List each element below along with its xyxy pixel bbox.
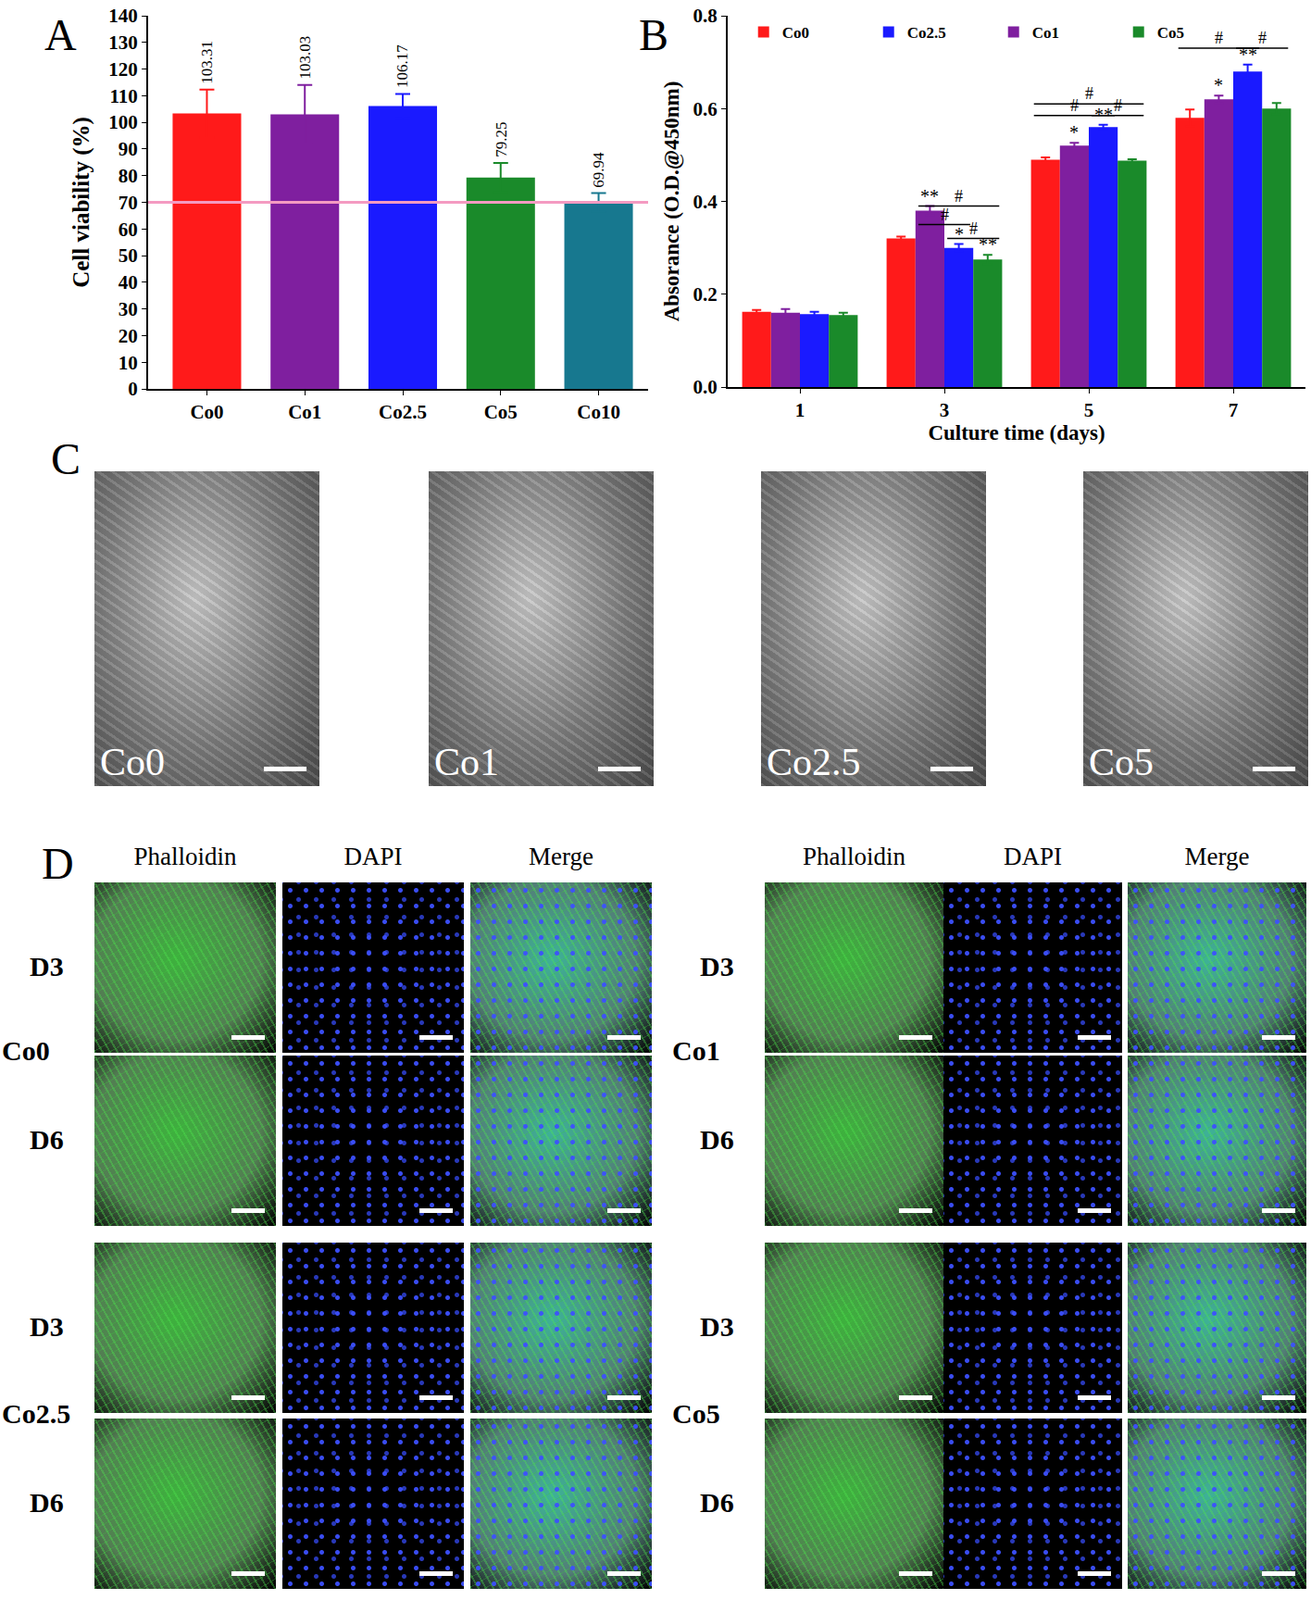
svg-text:100: 100	[108, 111, 138, 134]
html-text:D6: D6	[699, 1486, 734, 1518]
html-text:D6: D6	[29, 1486, 64, 1518]
svg-text:140: 140	[108, 4, 138, 27]
html-text:D3: D3	[699, 950, 734, 982]
svg-text:5: 5	[1084, 399, 1095, 422]
html-text:Co2.5: Co2.5	[766, 740, 861, 784]
html-text:Co5: Co5	[672, 1398, 721, 1429]
svg-text:*: *	[1069, 122, 1079, 143]
svg-text:**: **	[1094, 104, 1113, 125]
svg-text:0.2: 0.2	[693, 283, 718, 306]
svg-text:40: 40	[118, 271, 138, 294]
svg-text:1: 1	[795, 399, 806, 422]
html-text:A: A	[44, 10, 77, 60]
svg-text:106.17: 106.17	[393, 44, 412, 88]
svg-text:#: #	[1113, 96, 1123, 115]
html-text:DAPI: DAPI	[343, 842, 403, 871]
svg-text:#: #	[940, 205, 949, 225]
svg-text:69.94: 69.94	[589, 151, 608, 188]
svg-text:79.25: 79.25	[492, 122, 511, 158]
svg-text:50: 50	[118, 244, 138, 267]
html-text:Merge: Merge	[528, 842, 594, 871]
svg-text:20: 20	[118, 324, 138, 348]
svg-text:Culture time (days): Culture time (days)	[927, 421, 1105, 445]
svg-text:90: 90	[118, 137, 138, 161]
svg-text:0.8: 0.8	[693, 4, 718, 27]
svg-text:Absorance (O.D.@450nm): Absorance (O.D.@450nm)	[660, 81, 685, 323]
svg-text:Co1: Co1	[287, 400, 322, 424]
html-text:D: D	[41, 838, 74, 888]
html-text:Co5: Co5	[1088, 740, 1154, 784]
html-text:Phalloidin: Phalloidin	[133, 842, 237, 871]
svg-text:110: 110	[109, 85, 138, 108]
svg-text:7: 7	[1228, 399, 1239, 422]
svg-text:0.6: 0.6	[693, 98, 718, 121]
svg-text:Co10: Co10	[576, 400, 621, 424]
svg-text:**: **	[1238, 44, 1258, 65]
svg-text:Co5: Co5	[484, 400, 518, 424]
svg-text:103.03: 103.03	[296, 36, 314, 80]
svg-text:80: 80	[118, 164, 138, 188]
svg-text:3: 3	[939, 399, 950, 422]
svg-text:#: #	[1085, 84, 1094, 103]
svg-text:30: 30	[118, 298, 138, 321]
svg-text:Co0: Co0	[782, 24, 810, 42]
html-text:D3: D3	[29, 1311, 64, 1342]
svg-text:**: **	[978, 234, 998, 255]
svg-text:*: *	[954, 224, 964, 245]
svg-text:60: 60	[118, 218, 138, 241]
svg-text:Co2.5: Co2.5	[907, 24, 947, 42]
html-text:Co0: Co0	[99, 740, 165, 784]
html-text:D6: D6	[699, 1123, 734, 1155]
svg-text:0: 0	[127, 377, 138, 400]
svg-text:Cell viability (%): Cell viability (%)	[68, 116, 95, 288]
html-text:Co1: Co1	[434, 740, 500, 784]
html-text:Merge: Merge	[1184, 842, 1250, 871]
svg-text:#: #	[954, 187, 963, 206]
svg-text:*: *	[1213, 74, 1224, 96]
svg-text:Co0: Co0	[189, 400, 224, 424]
svg-text:#: #	[1070, 96, 1079, 115]
svg-text:#: #	[969, 219, 978, 238]
svg-text:#: #	[1214, 28, 1224, 48]
svg-text:Co2.5: Co2.5	[378, 400, 427, 424]
svg-text:Co5: Co5	[1157, 24, 1185, 42]
html-text:Co1: Co1	[672, 1035, 721, 1066]
svg-text:70: 70	[118, 191, 138, 214]
svg-text:103.31: 103.31	[198, 40, 216, 85]
svg-text:0.0: 0.0	[693, 375, 718, 399]
html-text:D3: D3	[699, 1311, 734, 1342]
html-text:D3: D3	[29, 950, 64, 982]
html-text:C: C	[50, 434, 81, 484]
html-text:D6: D6	[29, 1123, 64, 1155]
svg-text:#: #	[1258, 28, 1267, 48]
svg-text:0.4: 0.4	[693, 190, 719, 213]
svg-text:**: **	[920, 186, 939, 207]
html-text:Co0: Co0	[1, 1035, 50, 1066]
svg-text:Co1: Co1	[1032, 24, 1060, 42]
svg-text:10: 10	[118, 351, 138, 375]
html-text:DAPI: DAPI	[1003, 842, 1062, 871]
svg-text:120: 120	[108, 58, 138, 81]
svg-text:130: 130	[108, 31, 138, 54]
html-text:Co2.5: Co2.5	[1, 1398, 71, 1429]
html-text:B: B	[638, 10, 669, 60]
html-text:Phalloidin: Phalloidin	[802, 842, 906, 871]
